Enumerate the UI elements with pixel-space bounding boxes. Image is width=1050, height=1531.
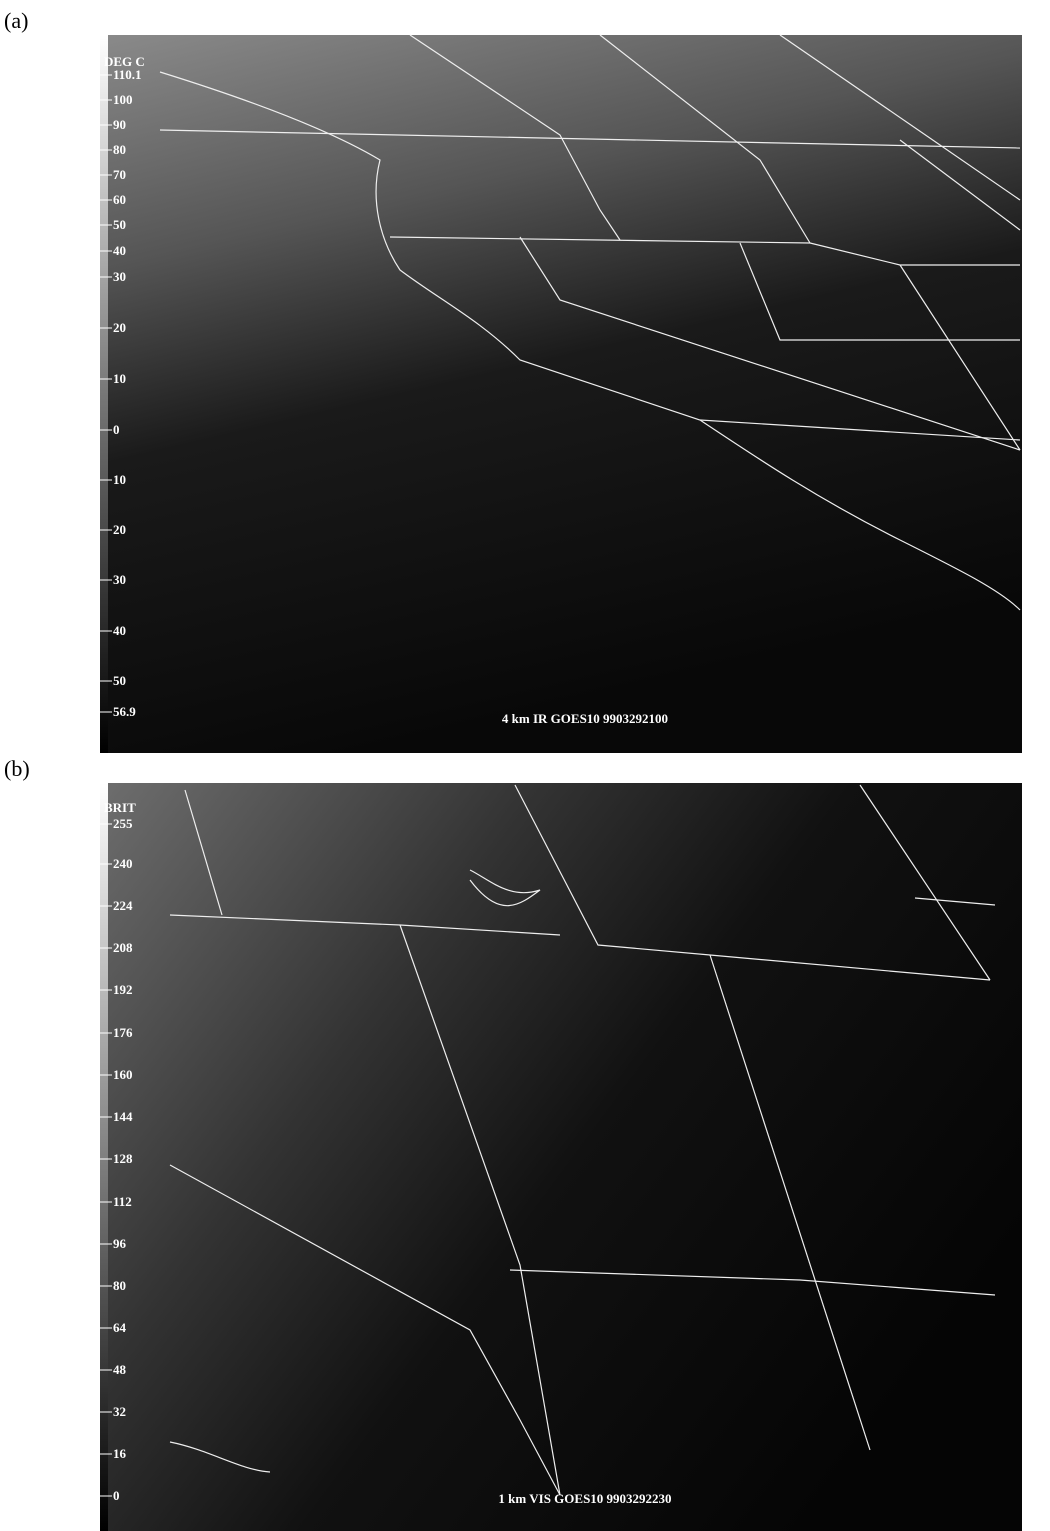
gray-scale-bar <box>100 35 108 753</box>
scale-label: 20 <box>113 320 126 335</box>
scale-label: 80 <box>113 1278 126 1293</box>
scale-label: 255 <box>113 816 133 831</box>
scale-label: 48 <box>113 1362 127 1377</box>
gray-scale-bar <box>100 783 108 1531</box>
scale-label: 70 <box>113 167 126 182</box>
scale-label: 40 <box>113 623 126 638</box>
scale-label: 96 <box>113 1236 127 1251</box>
figure: (a)DEG C110.1100908070605040302010010203… <box>0 0 1050 1531</box>
scale-label: 144 <box>113 1109 133 1124</box>
scale-label: 90 <box>113 117 126 132</box>
scale-label: 224 <box>113 898 133 913</box>
panel-label: (b) <box>4 756 30 781</box>
scale-label: 112 <box>113 1194 132 1209</box>
scale-title: BRIT <box>104 800 136 815</box>
scale-label: 0 <box>113 1488 120 1503</box>
satellite-image <box>100 35 1022 753</box>
scale-label: 40 <box>113 243 126 258</box>
scale-label: 32 <box>113 1404 126 1419</box>
scale-label: 50 <box>113 673 126 688</box>
scale-label: 0 <box>113 422 120 437</box>
scale-label: 60 <box>113 192 126 207</box>
scale-label: 110.1 <box>113 67 142 82</box>
scale-label: 30 <box>113 269 126 284</box>
scale-label: 100 <box>113 92 133 107</box>
scale-label: 20 <box>113 522 126 537</box>
panel-label: (a) <box>4 8 28 33</box>
scale-label: 50 <box>113 217 126 232</box>
scale-label: 10 <box>113 472 126 487</box>
scale-label: 160 <box>113 1067 133 1082</box>
scale-label: 56.9 <box>113 704 136 719</box>
image-caption: 1 km VIS GOES10 9903292230 <box>498 1491 671 1506</box>
image-caption: 4 km IR GOES10 9903292100 <box>502 711 668 726</box>
scale-label: 192 <box>113 982 133 997</box>
scale-label: 128 <box>113 1151 133 1166</box>
scale-label: 64 <box>113 1320 127 1335</box>
page: {"figure": { "panels": [ {"label": "(a)"… <box>0 0 1050 1531</box>
scale-label: 80 <box>113 142 126 157</box>
scale-label: 30 <box>113 572 126 587</box>
scale-label: 176 <box>113 1025 133 1040</box>
scale-label: 208 <box>113 940 133 955</box>
satellite-image <box>100 783 1022 1531</box>
scale-label: 16 <box>113 1446 127 1461</box>
scale-label: 240 <box>113 856 133 871</box>
scale-label: 10 <box>113 371 126 386</box>
